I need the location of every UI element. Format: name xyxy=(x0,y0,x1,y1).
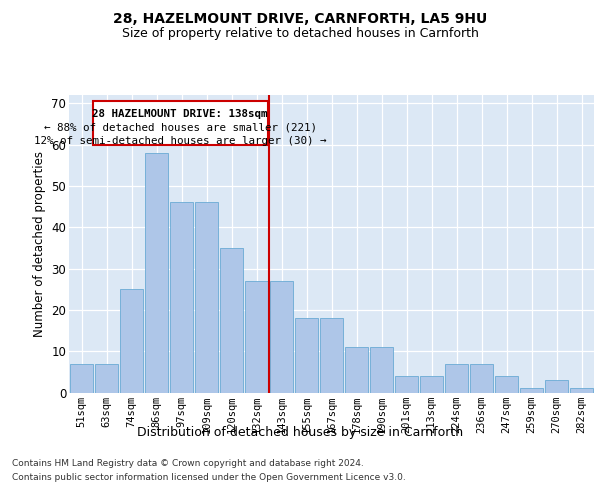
Bar xyxy=(320,318,343,392)
Bar xyxy=(195,202,218,392)
Bar xyxy=(245,281,268,392)
Bar xyxy=(345,347,368,393)
Bar xyxy=(445,364,468,392)
Bar xyxy=(93,101,268,144)
Bar xyxy=(270,281,293,392)
Bar xyxy=(520,388,543,392)
Bar xyxy=(570,388,593,392)
Bar xyxy=(470,364,493,392)
Bar xyxy=(220,248,243,392)
Text: 28 HAZELMOUNT DRIVE: 138sqm: 28 HAZELMOUNT DRIVE: 138sqm xyxy=(92,110,268,120)
Bar xyxy=(70,364,93,392)
Text: 28, HAZELMOUNT DRIVE, CARNFORTH, LA5 9HU: 28, HAZELMOUNT DRIVE, CARNFORTH, LA5 9HU xyxy=(113,12,487,26)
Text: Contains public sector information licensed under the Open Government Licence v3: Contains public sector information licen… xyxy=(12,472,406,482)
Bar xyxy=(545,380,568,392)
Bar xyxy=(120,289,143,393)
Text: Distribution of detached houses by size in Carnforth: Distribution of detached houses by size … xyxy=(137,426,463,439)
Bar xyxy=(370,347,393,393)
Bar xyxy=(420,376,443,392)
Bar xyxy=(170,202,193,392)
Y-axis label: Number of detached properties: Number of detached properties xyxy=(33,151,46,337)
Text: ← 88% of detached houses are smaller (221): ← 88% of detached houses are smaller (22… xyxy=(44,122,317,132)
Text: Size of property relative to detached houses in Carnforth: Size of property relative to detached ho… xyxy=(122,26,478,40)
Bar xyxy=(395,376,418,392)
Bar xyxy=(95,364,118,392)
Bar xyxy=(295,318,318,392)
Bar xyxy=(495,376,518,392)
Text: 12% of semi-detached houses are larger (30) →: 12% of semi-detached houses are larger (… xyxy=(34,136,326,146)
Text: Contains HM Land Registry data © Crown copyright and database right 2024.: Contains HM Land Registry data © Crown c… xyxy=(12,460,364,468)
Bar xyxy=(145,153,168,392)
